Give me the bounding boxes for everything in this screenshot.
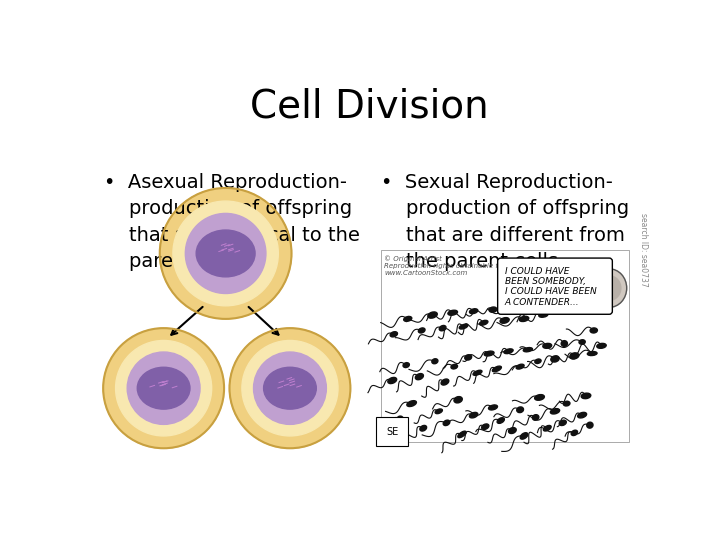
Ellipse shape	[529, 302, 538, 308]
Ellipse shape	[253, 352, 326, 424]
Ellipse shape	[500, 318, 509, 323]
Text: © Original Artist
Reproduction rights obtainable from
www.CartoonStock.com: © Original Artist Reproduction rights ob…	[384, 255, 513, 276]
Ellipse shape	[519, 316, 528, 321]
Text: •  Sexual Reproduction-
    production of offspring
    that are different from
: • Sexual Reproduction- production of off…	[381, 173, 629, 271]
Text: •  Asexual Reproduction-
    production of offspring
    that are identical to t: • Asexual Reproduction- production of of…	[104, 173, 360, 271]
Ellipse shape	[469, 413, 478, 418]
Ellipse shape	[230, 328, 351, 448]
Ellipse shape	[517, 407, 523, 413]
Ellipse shape	[523, 348, 533, 352]
Ellipse shape	[508, 428, 516, 434]
Ellipse shape	[451, 364, 457, 369]
Ellipse shape	[482, 424, 489, 429]
Ellipse shape	[160, 188, 292, 319]
Ellipse shape	[428, 312, 437, 318]
Ellipse shape	[579, 340, 585, 345]
Ellipse shape	[520, 433, 528, 439]
Ellipse shape	[454, 396, 462, 403]
Text: SE: SE	[386, 427, 398, 437]
Ellipse shape	[587, 422, 593, 428]
Ellipse shape	[581, 393, 591, 399]
Ellipse shape	[420, 426, 427, 431]
Ellipse shape	[242, 340, 338, 436]
Ellipse shape	[570, 353, 579, 359]
Ellipse shape	[550, 409, 559, 414]
Ellipse shape	[439, 326, 446, 331]
Ellipse shape	[535, 359, 541, 363]
Ellipse shape	[563, 401, 570, 406]
Ellipse shape	[469, 309, 478, 314]
Ellipse shape	[448, 310, 457, 315]
Ellipse shape	[577, 413, 587, 418]
Ellipse shape	[535, 395, 544, 400]
Ellipse shape	[597, 343, 606, 348]
Ellipse shape	[473, 370, 482, 375]
Text: Cell Division: Cell Division	[250, 88, 488, 126]
Ellipse shape	[116, 340, 212, 436]
Ellipse shape	[590, 328, 598, 333]
Ellipse shape	[598, 276, 621, 300]
FancyBboxPatch shape	[498, 258, 612, 314]
Ellipse shape	[485, 351, 494, 356]
Ellipse shape	[138, 367, 190, 409]
Text: search ID: sea0737: search ID: sea0737	[639, 213, 648, 287]
Ellipse shape	[559, 420, 567, 426]
Ellipse shape	[390, 332, 397, 337]
Ellipse shape	[561, 341, 567, 347]
Ellipse shape	[504, 349, 513, 354]
Ellipse shape	[464, 355, 472, 360]
Ellipse shape	[388, 377, 397, 383]
Ellipse shape	[103, 328, 224, 448]
Ellipse shape	[592, 269, 626, 307]
Ellipse shape	[196, 230, 255, 277]
Ellipse shape	[480, 320, 488, 325]
Ellipse shape	[435, 409, 442, 414]
Ellipse shape	[551, 356, 559, 362]
Ellipse shape	[404, 316, 412, 321]
Ellipse shape	[489, 307, 497, 312]
Ellipse shape	[543, 343, 552, 348]
Ellipse shape	[127, 352, 200, 424]
Ellipse shape	[458, 431, 466, 437]
Text: I COULD HAVE
BEEN SOMEBODY,
I COULD HAVE BEEN
A CONTENDER...: I COULD HAVE BEEN SOMEBODY, I COULD HAVE…	[505, 267, 596, 307]
Ellipse shape	[571, 430, 577, 436]
Ellipse shape	[444, 420, 450, 426]
Ellipse shape	[397, 416, 403, 422]
Ellipse shape	[532, 415, 539, 420]
Ellipse shape	[497, 418, 505, 423]
Ellipse shape	[403, 363, 410, 368]
Ellipse shape	[511, 305, 518, 309]
Ellipse shape	[264, 367, 316, 409]
Ellipse shape	[516, 364, 524, 369]
Ellipse shape	[544, 426, 551, 431]
Ellipse shape	[459, 324, 468, 329]
Ellipse shape	[415, 374, 423, 380]
Ellipse shape	[185, 213, 266, 293]
Ellipse shape	[407, 401, 416, 407]
Ellipse shape	[441, 379, 449, 385]
Ellipse shape	[539, 313, 548, 318]
Ellipse shape	[432, 359, 438, 364]
Ellipse shape	[173, 201, 279, 306]
Ellipse shape	[588, 352, 597, 355]
Ellipse shape	[489, 405, 498, 410]
Ellipse shape	[492, 366, 501, 372]
Ellipse shape	[418, 328, 425, 333]
